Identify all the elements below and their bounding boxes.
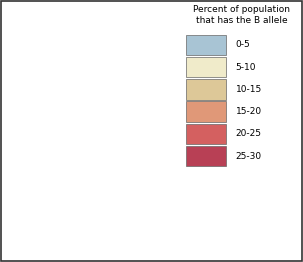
Text: 20-25: 20-25 (235, 129, 261, 138)
Bar (186, 35, 226, 55)
Text: Percent of population
that has the B allele: Percent of population that has the B all… (193, 5, 290, 25)
Text: 25-30: 25-30 (235, 152, 261, 161)
Bar (186, 146, 226, 166)
Text: 5-10: 5-10 (235, 63, 256, 72)
Bar (186, 101, 226, 122)
Text: 0-5: 0-5 (235, 40, 250, 49)
Text: 10-15: 10-15 (235, 85, 262, 94)
Bar (186, 124, 226, 144)
Text: 15-20: 15-20 (235, 107, 261, 116)
Bar (186, 79, 226, 100)
Bar (186, 57, 226, 77)
